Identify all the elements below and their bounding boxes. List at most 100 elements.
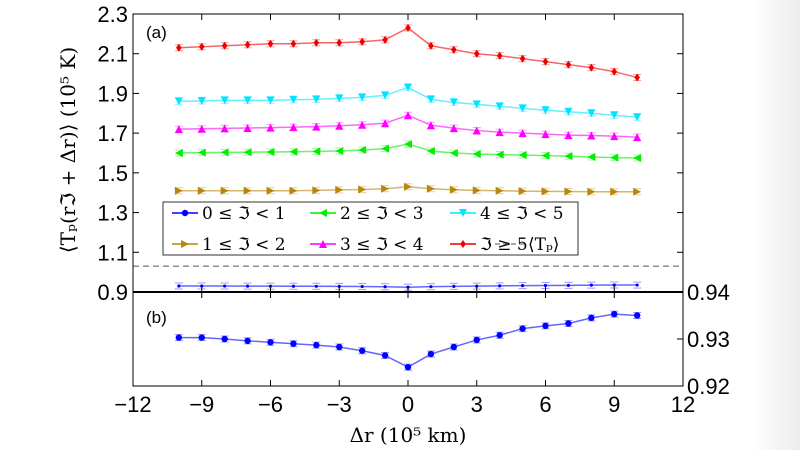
series-5-point [473,49,480,58]
series-4-point [518,104,527,113]
panel-b-series-point [313,341,320,349]
y-tick-label: 1.5 [97,161,128,186]
y-tick-label: 1.1 [97,240,128,265]
series-0-point [589,283,593,287]
series-3-point [472,126,481,135]
legend-label: 0 ≤ ℑ < 1 [202,204,286,224]
series-2-point [518,150,527,159]
series-2-point [174,149,183,157]
series-1-point [266,186,275,195]
x-tick-label: 6 [539,392,551,417]
y-tick-label: 0.9 [97,280,128,305]
y2-tick-label: 0.92 [687,374,730,399]
series-1-point [633,187,642,196]
panel-b-series-point [633,312,641,319]
panel-b-series-point [267,339,274,346]
series-0-point [429,285,433,289]
x-tick-label: −6 [258,392,283,417]
series-0-point [177,284,181,288]
series-1-point [243,186,252,195]
series-5-point [519,54,526,63]
series-2-point [587,152,596,161]
series-0-point [635,283,639,287]
series-3-point [610,132,619,141]
series-2-point [358,146,367,155]
series-4-point [243,96,252,105]
series-3-point [633,133,642,142]
series-4-point [633,113,642,122]
legend-marker [181,240,189,248]
series-5-line [178,27,638,79]
series-2-point [449,149,458,157]
series-0-point [383,285,387,289]
series-1-point [610,187,619,196]
series-0-point [452,284,456,288]
series-5-point [244,40,251,49]
chart-marks [132,13,684,387]
series-0-point [291,284,296,288]
series-5-point [565,60,572,69]
series-4-point [220,96,229,105]
series-5-point [313,38,320,47]
legend-box [162,201,579,256]
series-0-point [223,284,227,288]
x-tick-label: −12 [114,392,151,417]
x-tick-label: −9 [189,392,214,417]
series-5-point [359,37,365,46]
series-2-point [289,147,298,156]
series-5-point [634,73,640,82]
panel-b-series-point [542,322,549,330]
series-1-point [312,186,321,195]
y-tick-label: 1.7 [97,121,128,146]
series-3-point [335,121,344,130]
series-1-point [449,185,458,194]
series-5-point [496,51,503,60]
series-1-point [289,186,298,195]
series-4-point [197,96,206,105]
series-2-point [197,148,206,157]
series-4-point [289,95,298,104]
series-0-point [498,284,502,288]
series-2-point [266,148,275,157]
series-4-point [610,111,619,120]
series-0-point [245,284,250,288]
series-3-point [564,131,573,140]
panel-b-series-point [588,314,595,322]
series-5-point [451,45,457,54]
legend-marker [181,209,189,217]
series-0-point [543,283,548,288]
series-2-point [381,144,390,153]
y-tick-label: 1.3 [97,201,128,226]
panel-b-series-point [244,337,251,345]
series-2-point [335,147,344,156]
panel-b-series-point [473,336,480,344]
series-3-point [220,124,229,133]
panel-b-series-point [450,343,458,351]
panel-b-series-point [496,332,503,339]
series-0-point [314,284,318,288]
series-0-point [566,283,571,287]
series-3-point [358,120,367,129]
series-1-point [220,186,229,195]
series-1-point [518,187,527,196]
panel-b-series-point [336,343,343,351]
series-5-point [588,63,595,72]
series-4-point [495,102,504,111]
series-1-point [197,186,206,195]
series-3-point [312,122,321,131]
series-2-point [633,153,642,162]
legend-label: 3 ≤ ℑ < 4 [340,235,424,255]
legend-marker [319,209,327,217]
panel-b-series-point [175,334,183,341]
series-5-point [336,38,343,47]
series-5-point [611,67,618,76]
panel-b-series-point [198,334,205,341]
series-1-point [335,185,344,194]
series-2-point [426,147,435,156]
panel-b-series-point [404,364,412,371]
series-3-point [197,124,206,133]
series-3-point [404,111,412,120]
series-3-point [243,123,252,132]
y-tick-label: 2.1 [97,42,128,67]
series-0-point [200,284,204,288]
